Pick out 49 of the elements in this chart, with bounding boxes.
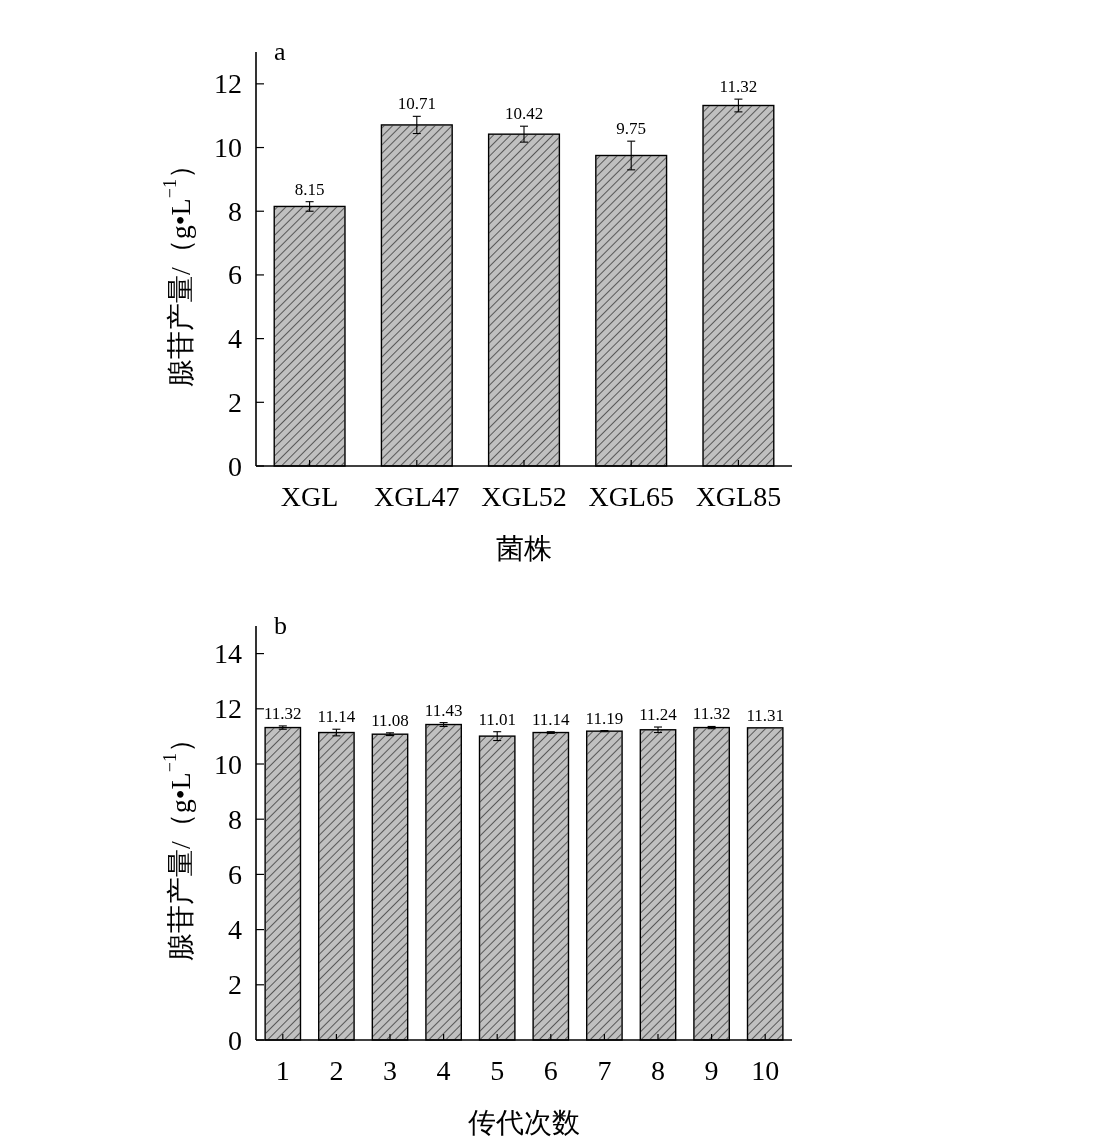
x-tick-label: 3 bbox=[383, 1055, 397, 1086]
data-label: 11.43 bbox=[424, 700, 463, 720]
y-tick-label: 0 bbox=[228, 1024, 242, 1056]
x-tick-label: 10 bbox=[751, 1055, 780, 1086]
y-tick-label: 6 bbox=[228, 259, 242, 291]
data-label: 10.42 bbox=[504, 104, 544, 124]
data-label: 11.24 bbox=[639, 705, 678, 725]
x-tick-label: 5 bbox=[490, 1055, 505, 1086]
data-label: 10.71 bbox=[397, 94, 436, 114]
x-tick-label: XGL47 bbox=[374, 481, 460, 512]
data-label: 11.32 bbox=[263, 703, 302, 723]
y-tick-label: 10 bbox=[214, 132, 242, 164]
x-tick-label: 8 bbox=[651, 1055, 665, 1086]
data-label: 11.14 bbox=[317, 707, 356, 727]
x-tick-label: 1 bbox=[275, 1055, 290, 1086]
data-label: 9.75 bbox=[616, 119, 647, 139]
y-tick-label: 0 bbox=[228, 450, 242, 482]
x-tick-label: 9 bbox=[704, 1055, 719, 1086]
y-tick-label: 14 bbox=[214, 638, 242, 670]
x-tick-label: XGL bbox=[280, 481, 339, 512]
data-label: 11.32 bbox=[719, 77, 758, 97]
data-label: 11.14 bbox=[531, 709, 571, 729]
data-label: 11.19 bbox=[585, 708, 624, 728]
y-tick-label: 10 bbox=[214, 748, 242, 780]
data-label: 8.15 bbox=[294, 179, 325, 199]
data-label: 11.32 bbox=[692, 704, 731, 724]
x-tick-label: XGL85 bbox=[695, 481, 782, 512]
x-tick-label: XGL52 bbox=[481, 481, 567, 512]
y-tick-label: 8 bbox=[228, 803, 242, 835]
data-label: 11.31 bbox=[746, 705, 785, 725]
x-axis-title: 菌株 bbox=[496, 533, 552, 564]
data-label: 11.01 bbox=[478, 709, 517, 729]
chart-title: a bbox=[274, 37, 286, 66]
x-tick-label: 4 bbox=[436, 1055, 451, 1086]
chart-title: b bbox=[274, 611, 287, 640]
data-label: 11.08 bbox=[371, 710, 409, 730]
y-tick-label: 8 bbox=[228, 195, 242, 227]
y-tick-label: 6 bbox=[228, 858, 242, 890]
x-tick-label: XGL65 bbox=[588, 481, 674, 512]
y-tick-label: 12 bbox=[214, 693, 242, 725]
x-axis-title: 传代次数 bbox=[468, 1107, 580, 1138]
y-tick-label: 12 bbox=[214, 68, 242, 100]
y-tick-label: 4 bbox=[228, 323, 242, 355]
y-tick-label: 2 bbox=[228, 386, 242, 418]
x-tick-label: 2 bbox=[329, 1055, 344, 1086]
x-tick-label: 6 bbox=[543, 1055, 558, 1086]
x-tick-label: 7 bbox=[597, 1055, 612, 1086]
y-tick-label: 2 bbox=[228, 969, 242, 1001]
y-tick-label: 4 bbox=[228, 914, 242, 946]
